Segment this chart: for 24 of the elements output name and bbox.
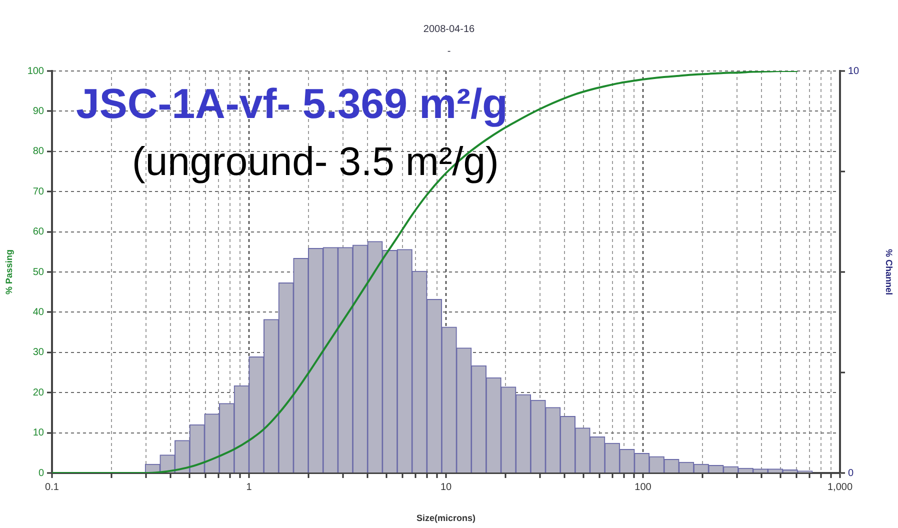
y-tick-label: 20 — [32, 387, 44, 398]
y-tick-label: 30 — [32, 347, 44, 358]
x-tick-label: 1 — [246, 482, 252, 493]
annotation: JSC-1A-vf- 5.369 m²/g — [76, 80, 508, 128]
y-tick-label: 90 — [32, 106, 44, 117]
y-tick-label: 100 — [27, 66, 44, 77]
chart-title: 2008-04-16 — [422, 24, 476, 35]
y-tick-label: 10 — [32, 428, 44, 439]
y-tick-label: 50 — [32, 266, 44, 278]
y-tick-label: 70 — [32, 186, 44, 198]
y2-axis-title: % Channel — [884, 248, 894, 296]
y-axis-title: % Passing — [4, 249, 14, 295]
x-tick-label: 1,000 — [827, 482, 853, 493]
x-axis-title: Size(microns) — [416, 513, 476, 524]
chart-subtitle: - — [446, 46, 452, 57]
y-tick-label: 80 — [32, 146, 44, 158]
x-tick-label: 0.1 — [45, 482, 60, 493]
y2-tick-label: 0 — [848, 468, 854, 479]
y-tick-label: 40 — [32, 306, 44, 318]
y2-tick-label: 10 — [848, 66, 860, 77]
y-tick-label: 60 — [32, 226, 44, 238]
y-tick-label: 0 — [38, 468, 44, 479]
x-tick-label: 100 — [634, 482, 652, 493]
x-tick-label: 10 — [440, 482, 452, 493]
